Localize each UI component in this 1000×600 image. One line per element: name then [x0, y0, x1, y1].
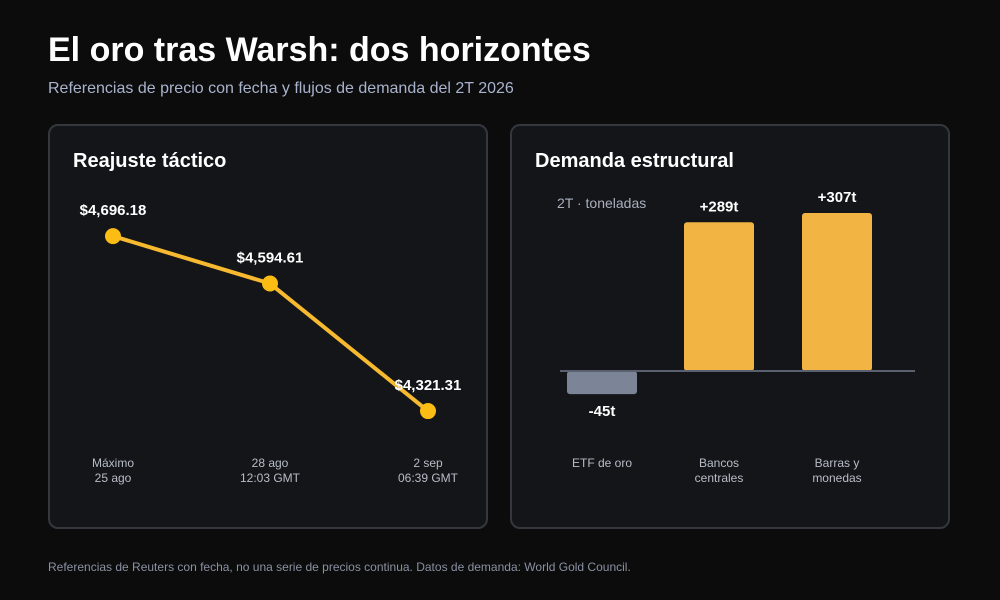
price-point	[262, 275, 278, 292]
demand-bar	[567, 371, 637, 395]
source-footnote: Referencias de Reuters con fecha, no una…	[48, 560, 631, 574]
date-tick-label: 28 ago 12:03 GMT	[240, 456, 301, 485]
price-data-label: $4,321.31	[395, 377, 462, 394]
bar-data-label: -45t	[589, 403, 616, 420]
page-subtitle: Referencias de precio con fecha y flujos…	[48, 80, 514, 97]
demand-bar	[802, 213, 872, 371]
date-tick-label: 2 sep 06:39 GMT	[398, 456, 459, 485]
structural-panel-title: Demanda estructural	[535, 150, 734, 172]
price-data-label: $4,594.61	[237, 250, 304, 267]
structural-panel: Demanda estructural 2T · toneladas -45t ET…	[510, 124, 950, 529]
bar-data-label: +307t	[818, 189, 857, 206]
category-tick-label: Barras y monedas	[812, 456, 861, 485]
bar-data-label: +289t	[700, 198, 739, 215]
page-title: El oro tras Warsh: dos horizontes	[48, 31, 591, 69]
price-point	[105, 228, 121, 245]
tactical-panel: Reajuste táctico $4,696.18 Máximo 25 ago $4…	[48, 124, 488, 529]
tactical-panel-title: Reajuste táctico	[73, 150, 227, 172]
structural-bar-chart: 2T · toneladas -45t ETF de oro +289t Bancos c…	[557, 189, 915, 485]
tactical-line-chart: $4,696.18 Máximo 25 ago $4,594.61 28 ago 12:0…	[80, 202, 462, 485]
date-tick-label: Máximo 25 ago	[92, 456, 134, 485]
category-tick-label: Bancos centrales	[695, 456, 744, 485]
unit-label: 2T · toneladas	[557, 195, 646, 211]
demand-bar	[684, 222, 754, 371]
price-data-label: $4,696.18	[80, 202, 147, 219]
category-tick-label: ETF de oro	[572, 456, 632, 470]
price-point	[420, 403, 436, 420]
